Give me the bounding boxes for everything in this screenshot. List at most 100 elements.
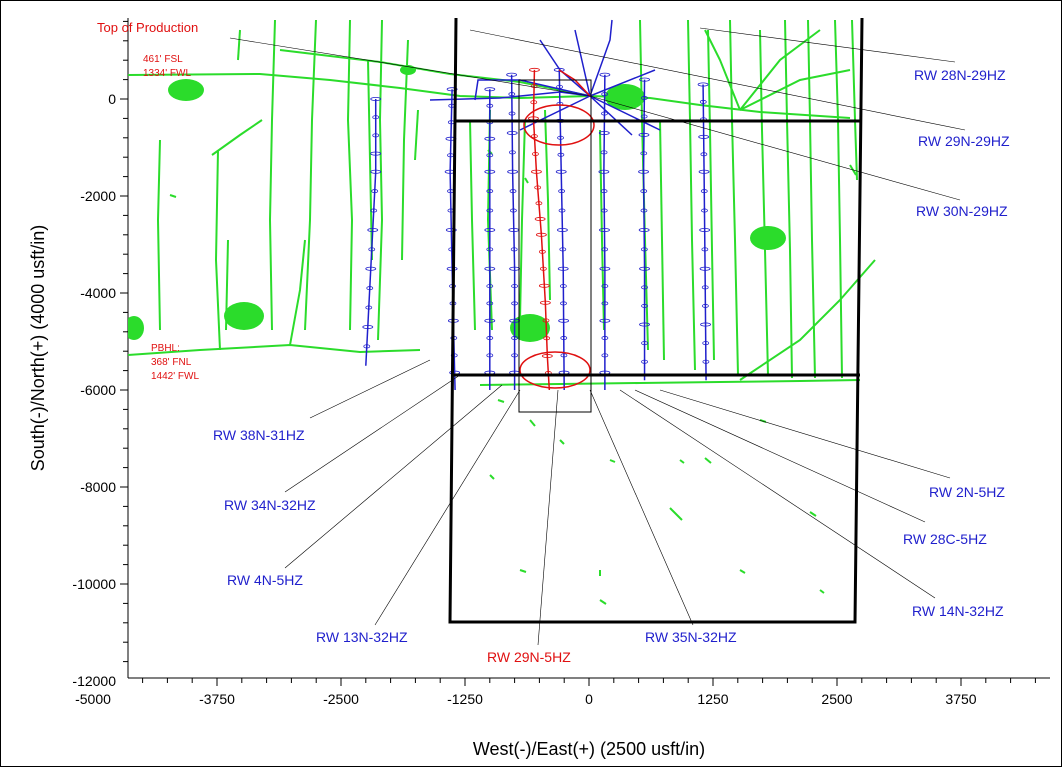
well-marker (559, 247, 567, 252)
well-marker (535, 232, 547, 237)
fan-lateral (589, 95, 661, 131)
lease-lines (448, 18, 864, 624)
well-marker (600, 150, 608, 155)
well-marker (509, 189, 517, 194)
well-marker (484, 227, 496, 232)
well-marker (601, 336, 609, 341)
leader-lines (229, 27, 966, 646)
offset-well (214, 149, 221, 351)
offset-well (519, 119, 526, 321)
leader-rw30n29 (589, 95, 961, 201)
well-marker (370, 208, 378, 213)
target-marker (168, 79, 204, 101)
offset-lateral (739, 259, 876, 381)
well-marker (700, 152, 708, 157)
well-marker (700, 189, 708, 194)
offset-well (729, 19, 739, 376)
well-fragment (679, 459, 685, 464)
well-marker (372, 115, 380, 120)
well-marker (557, 135, 564, 140)
label-rw29n29: RW 29N-29HZ (918, 133, 1010, 149)
fan-lateral (574, 29, 591, 97)
well-marker (599, 266, 611, 271)
well-marker (510, 208, 517, 213)
well-fragment (559, 439, 565, 445)
fan-lateral (474, 79, 591, 101)
well-marker (601, 353, 609, 358)
well-marker (370, 151, 382, 156)
well-marker (530, 84, 538, 89)
well-marker (600, 208, 608, 213)
y-tick-label: -12000 (72, 673, 116, 689)
well-marker (510, 247, 518, 252)
well-marker (484, 266, 496, 271)
well-marker (445, 227, 457, 232)
well-marker (560, 353, 568, 358)
y-axis-title: South(-)/North(+) (4000 usft/in) (28, 225, 48, 472)
leader-rw34n32 (284, 374, 461, 493)
fan-lateral (589, 19, 613, 97)
well-marker (701, 208, 708, 213)
well-marker (543, 336, 551, 341)
well-fragment (809, 511, 817, 517)
well-marker (484, 169, 496, 174)
y-tick-label: -6000 (80, 382, 116, 398)
well-labels: RW 28N-29HZ RW 29N-29HZ RW 30N-29HZ RW 3… (213, 67, 1010, 665)
well-marker (701, 303, 709, 308)
well-fragment (524, 177, 529, 184)
well-marker (641, 341, 648, 346)
offset-wells-layer (128, 19, 876, 386)
well-marker (640, 247, 648, 252)
leader-rw4n5 (284, 384, 503, 569)
well-marker (368, 247, 376, 252)
well-marker (640, 189, 648, 194)
well-marker (598, 169, 610, 174)
offset-well (304, 19, 317, 331)
well-marker (701, 285, 709, 290)
y-tick-label: -8000 (80, 479, 116, 495)
well-marker (601, 92, 609, 97)
well-path (532, 69, 551, 391)
well-fragment (529, 419, 536, 427)
well-marker (362, 324, 374, 329)
well-path (642, 79, 646, 381)
x-tick-group: -5000-3750-2500-125001250250037505000 (75, 678, 1036, 707)
well-marker (555, 169, 567, 174)
well-marker (531, 169, 542, 174)
well-marker (539, 300, 551, 305)
y-tick-label: -4000 (80, 285, 116, 301)
y-tick-label: -10000 (72, 576, 116, 592)
well-marker (446, 87, 458, 92)
label-rw4n5: RW 4N-5HZ (227, 572, 303, 588)
well-path (603, 74, 606, 390)
lease-boundary (448, 18, 864, 624)
well-marker (698, 134, 710, 139)
annotations: Top of Production 461' FSL 1334' FWL PBH… (97, 20, 199, 382)
leader-rw35n32 (589, 389, 694, 626)
y-tick-label: 0 (108, 91, 116, 107)
well-path (365, 99, 377, 366)
offset-lateral (704, 29, 741, 111)
well-marker (506, 72, 518, 77)
offset-lateral (739, 69, 851, 111)
fan-lateral (519, 95, 591, 131)
well-marker (486, 247, 494, 252)
well-marker (372, 133, 380, 138)
well-marker (600, 189, 608, 194)
well-marker (641, 303, 648, 308)
offset-well (544, 109, 551, 301)
x-tick-label: 3750 (945, 691, 976, 707)
well-marker (698, 169, 710, 174)
offset-well (289, 239, 306, 346)
leader-rw38n31 (309, 359, 431, 419)
target-marker (605, 84, 645, 110)
well-marker (511, 284, 518, 289)
label-rw38n31: RW 38N-31HZ (213, 427, 305, 443)
x-tick-label: -3750 (199, 691, 235, 707)
tolerance-circle-top (523, 104, 595, 146)
well-marker (363, 344, 371, 349)
top-of-production-label: Top of Production (97, 20, 198, 35)
well-fragment (819, 589, 825, 594)
well-marker (558, 208, 566, 213)
